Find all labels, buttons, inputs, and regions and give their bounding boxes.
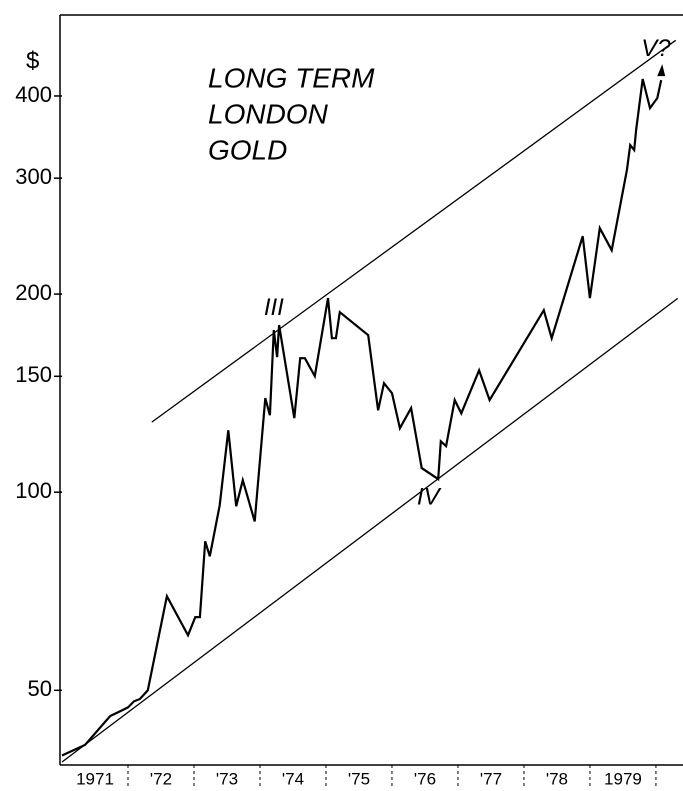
x-year-label: '73 [216,769,238,788]
arrowhead [657,64,666,77]
x-year-label: '75 [348,769,370,788]
y-tick-label: 100 [15,478,52,503]
chart-title-line: LONDON [208,98,329,129]
chart-title-line: LONG TERM [208,62,375,93]
x-year-label: 1971 [76,769,114,788]
y-tick-label: 400 [15,82,52,107]
y-tick-label: 50 [28,676,52,701]
x-year-label: '77 [480,769,502,788]
x-year-label: '76 [414,769,436,788]
chart-title-line: GOLD [208,134,287,165]
y-tick-label: 150 [15,362,52,387]
annotation: IV [417,483,442,510]
channel-line [61,297,679,763]
x-year-label: '72 [150,769,172,788]
y-tick-label: 200 [15,280,52,305]
y-tick-label: 300 [15,164,52,189]
x-year-label: 1979 [604,769,642,788]
x-year-label: '78 [546,769,568,788]
annotation: V? [641,35,671,62]
x-year-label: '74 [282,769,304,788]
channel-line [151,39,677,423]
price-line [61,78,663,757]
y-unit-label: $ [26,47,39,74]
annotation: III [264,294,284,321]
